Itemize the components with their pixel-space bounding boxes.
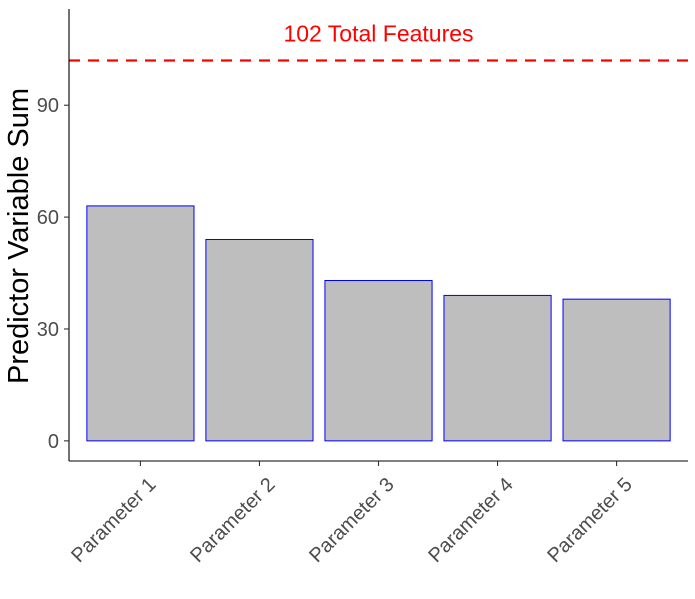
y-tick-label: 60 (37, 207, 59, 229)
x-tick-label: Parameter 1 (67, 474, 160, 567)
x-tick-label: Parameter 3 (305, 474, 398, 567)
bar-4 (443, 294, 552, 442)
x-ticks-layer: Parameter 1 Parameter 2 Parameter 3 Paramet… (67, 461, 637, 567)
x-tick-label: Parameter 5 (543, 474, 636, 567)
y-tick-label: 90 (37, 95, 59, 117)
bar-3 (324, 280, 433, 442)
bar-1 (86, 205, 195, 442)
bar-2 (205, 238, 314, 442)
y-axis-title: Predictor Variable Sum (3, 88, 35, 384)
bars-layer (86, 205, 671, 442)
y-tick-label: 30 (37, 319, 59, 341)
y-ticks-layer: 0 30 60 90 (37, 95, 69, 453)
reference-line-label: 102 Total Features (283, 20, 473, 46)
x-tick-label: Parameter 4 (424, 474, 517, 567)
reference-line-layer: 102 Total Features (69, 20, 688, 62)
x-tick-label: Parameter 2 (186, 474, 279, 567)
y-tick-label: 0 (48, 431, 59, 453)
bar-5 (562, 298, 671, 442)
